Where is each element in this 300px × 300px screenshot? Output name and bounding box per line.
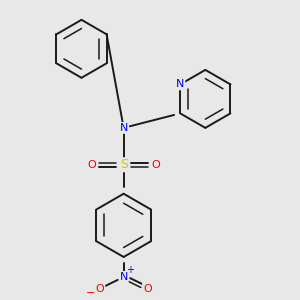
Text: O: O <box>88 160 96 170</box>
Text: N: N <box>176 80 184 89</box>
Text: O: O <box>151 160 160 170</box>
Text: −: − <box>86 288 96 298</box>
Text: +: + <box>127 265 134 275</box>
Text: N: N <box>119 272 128 282</box>
Text: N: N <box>119 123 128 133</box>
Text: O: O <box>96 284 104 294</box>
Text: O: O <box>143 284 152 294</box>
Text: S: S <box>120 158 128 171</box>
